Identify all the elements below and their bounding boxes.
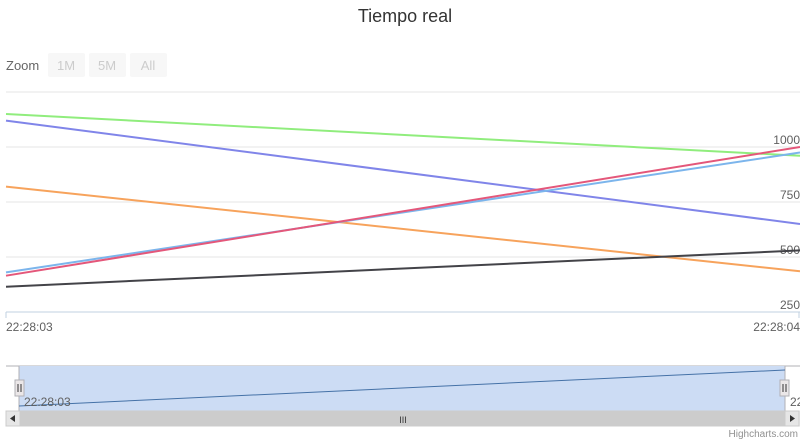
credits-link[interactable]: Highcharts.com [729, 429, 798, 440]
zoom-button-all-bg[interactable] [130, 53, 167, 77]
zoom-button-5m[interactable]: 5M [89, 53, 126, 77]
navigator-x-label-right: 22 [790, 395, 800, 409]
zoom-button-all[interactable]: All [130, 53, 167, 77]
zoom-label: Zoom [6, 58, 39, 73]
range-selector: Zoom 1M 5M All [6, 53, 167, 77]
chart-title: Tiempo real [358, 6, 452, 26]
zoom-button-1m-bg[interactable] [48, 53, 85, 77]
series-line-4[interactable] [5, 151, 800, 274]
chevron-right-icon [790, 415, 795, 422]
series-line-3[interactable] [5, 185, 800, 273]
zoom-button-5m-bg[interactable] [89, 53, 126, 77]
zoom-button-1m-label: 1M [57, 58, 75, 73]
x-tick-label-end: 22:28:04 [753, 320, 800, 334]
y-tick-label-250: 250 [780, 298, 800, 312]
series-line-1[interactable] [5, 113, 800, 157]
series-line-6[interactable] [5, 249, 800, 288]
scrollbar-grip-icon: III [399, 415, 407, 425]
scrollbar-right-arrow-button[interactable] [784, 410, 800, 427]
chevron-left-icon [10, 415, 15, 422]
y-tick-label-1000: 1000 [773, 133, 800, 147]
scrollbar[interactable]: III [5, 410, 800, 427]
navigator-handle-left-body[interactable] [14, 379, 25, 397]
series-lines [5, 113, 800, 288]
navigator-handle-right-body[interactable] [779, 379, 790, 397]
zoom-button-all-label: All [141, 58, 156, 73]
zoom-button-5m-label: 5M [98, 58, 116, 73]
y-tick-label-750: 750 [780, 188, 800, 202]
zoom-button-1m[interactable]: 1M [48, 53, 85, 77]
series-line-2[interactable] [5, 119, 800, 225]
navigator-handle-left[interactable] [14, 379, 25, 397]
series-line-5[interactable] [5, 146, 800, 277]
x-tick-label-start: 22:28:03 [6, 320, 53, 334]
navigator-series-line [18, 369, 786, 407]
scrollbar-left-arrow-button[interactable] [5, 410, 21, 427]
navigator-handle-right[interactable] [779, 379, 790, 397]
navigator-x-label: 22:28:03 [24, 395, 71, 409]
navigator[interactable]: 22:28:03 22 [6, 365, 800, 411]
